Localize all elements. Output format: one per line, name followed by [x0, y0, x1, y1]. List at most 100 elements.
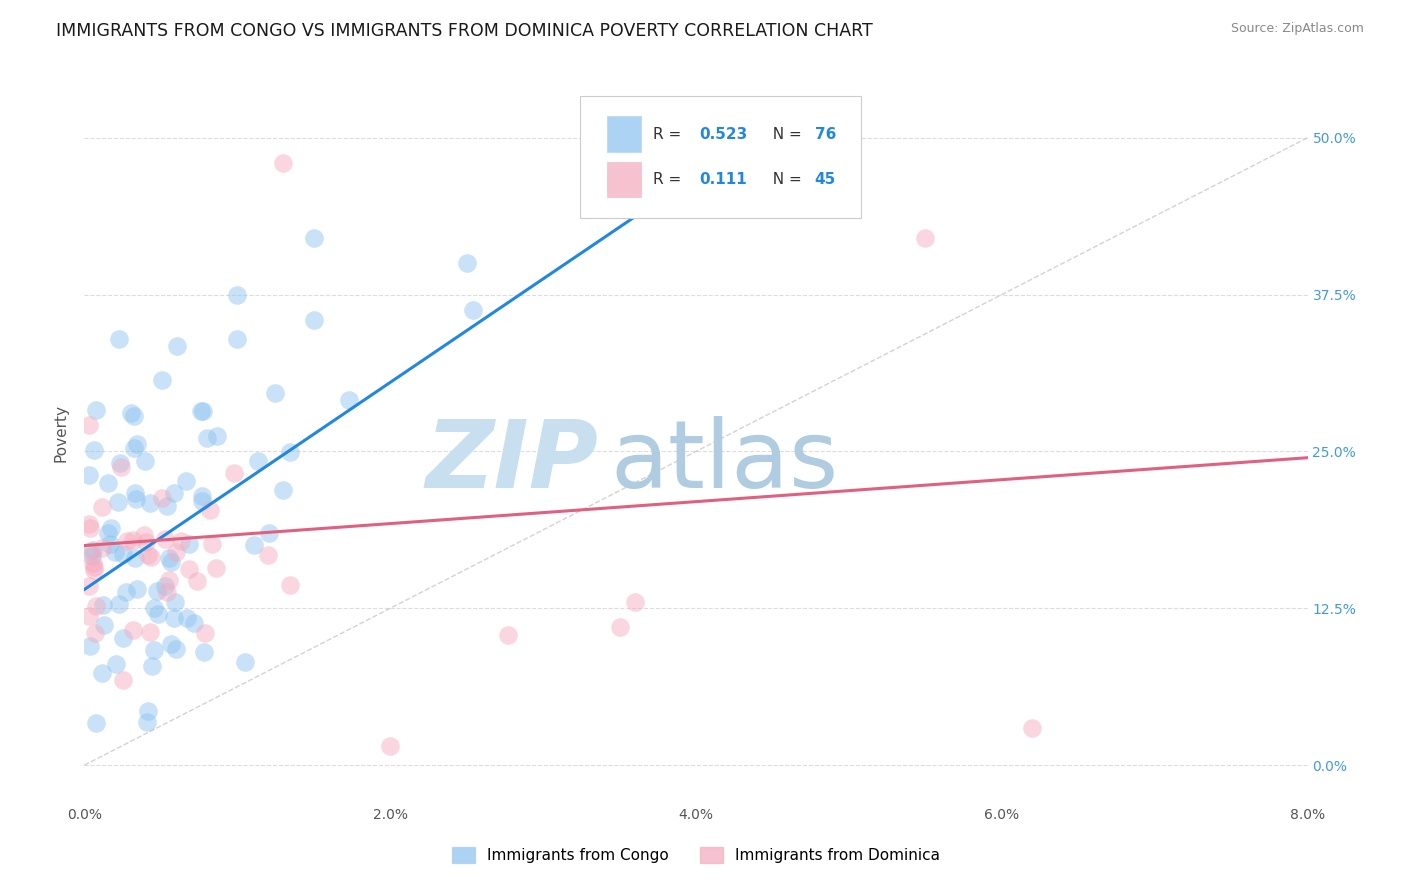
Bar: [606, 161, 641, 197]
Point: [82, 549, 104, 563]
Point: [302, 231, 325, 245]
Point: [111, 631, 134, 645]
Point: [84, 402, 107, 417]
Text: R =: R =: [654, 127, 686, 142]
Point: [155, 579, 177, 593]
Point: [278, 578, 301, 592]
Point: [247, 454, 270, 468]
Point: [82, 556, 104, 570]
Text: IMMIGRANTS FROM CONGO VS IMMIGRANTS FROM DOMINICA POVERTY CORRELATION CHART: IMMIGRANTS FROM CONGO VS IMMIGRANTS FROM…: [56, 22, 873, 40]
Point: [160, 555, 183, 569]
Point: [135, 534, 157, 549]
FancyBboxPatch shape: [579, 95, 860, 218]
Point: [111, 547, 134, 561]
Text: R =: R =: [654, 172, 692, 187]
Point: [380, 739, 402, 754]
Text: 76: 76: [814, 127, 837, 142]
Point: [302, 312, 325, 326]
Point: [112, 673, 135, 687]
Point: [77, 579, 100, 593]
Point: [193, 625, 215, 640]
Point: [176, 611, 198, 625]
Point: [226, 287, 249, 301]
Point: [82, 543, 104, 558]
Text: N =: N =: [763, 127, 807, 142]
Point: [97, 476, 120, 491]
Point: [107, 332, 129, 346]
Point: [108, 456, 131, 470]
Point: [243, 538, 266, 552]
Point: [91, 666, 114, 681]
Point: [200, 503, 222, 517]
Text: 0.111: 0.111: [700, 172, 748, 187]
Point: [134, 454, 156, 468]
Point: [163, 595, 186, 609]
Point: [83, 625, 105, 640]
Point: [271, 156, 294, 170]
Point: [609, 620, 631, 634]
Text: atlas: atlas: [610, 417, 838, 508]
Point: [205, 560, 228, 574]
Point: [160, 637, 183, 651]
Point: [100, 521, 122, 535]
Point: [271, 483, 294, 497]
Point: [1021, 721, 1043, 735]
Point: [142, 601, 165, 615]
Point: [163, 611, 186, 625]
Point: [84, 716, 107, 731]
Point: [104, 544, 127, 558]
Point: [138, 625, 160, 640]
Point: [146, 607, 169, 622]
Point: [134, 528, 156, 542]
Point: [83, 563, 105, 577]
Point: [496, 628, 519, 642]
Point: [174, 474, 197, 488]
Point: [224, 466, 246, 480]
Point: [77, 608, 100, 623]
Point: [179, 537, 201, 551]
Point: [156, 499, 179, 513]
Point: [139, 550, 162, 565]
Point: [257, 548, 280, 562]
Point: [183, 615, 205, 630]
Point: [136, 549, 159, 563]
Point: [84, 599, 107, 613]
Point: [195, 431, 218, 445]
Point: [264, 385, 287, 400]
Point: [120, 406, 142, 420]
Text: 0.523: 0.523: [700, 127, 748, 142]
Point: [139, 495, 162, 509]
Point: [125, 582, 148, 596]
Point: [90, 541, 112, 555]
Point: [201, 537, 224, 551]
Point: [124, 551, 146, 566]
Point: [122, 409, 145, 423]
Point: [456, 256, 478, 270]
Point: [157, 551, 180, 566]
Text: Source: ZipAtlas.com: Source: ZipAtlas.com: [1230, 22, 1364, 36]
Text: ZIP: ZIP: [425, 417, 598, 508]
Point: [124, 486, 146, 500]
Point: [463, 302, 485, 317]
Point: [79, 521, 101, 535]
Point: [143, 643, 166, 657]
Point: [125, 492, 148, 507]
Point: [122, 623, 145, 637]
Point: [233, 655, 256, 669]
Point: [165, 545, 187, 559]
Point: [205, 429, 228, 443]
Bar: [606, 117, 641, 152]
Point: [170, 534, 193, 549]
Point: [77, 468, 100, 483]
Point: [115, 533, 138, 548]
Point: [191, 404, 214, 418]
Point: [150, 491, 173, 505]
Point: [83, 442, 105, 457]
Point: [191, 493, 214, 508]
Point: [177, 562, 200, 576]
Point: [163, 486, 186, 500]
Point: [141, 658, 163, 673]
Point: [114, 585, 136, 599]
Point: [107, 495, 129, 509]
Point: [257, 525, 280, 540]
